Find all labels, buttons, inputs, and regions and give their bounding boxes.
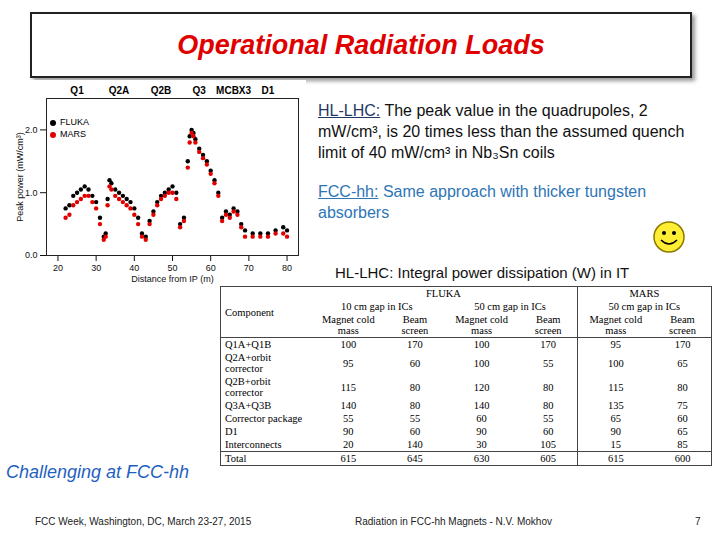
html-text:645: 645 [407, 453, 423, 464]
html-text:90: 90 [476, 426, 487, 437]
svg-text:30: 30 [91, 263, 101, 273]
html-text:HL-LHC: The peak value in the: HL-LHC: The peak value in the quadrupole… [318, 102, 685, 161]
html-text:Radiation in FCC-hh Magnets -: Radiation in FCC-hh Magnets - N.V. Mokho… [355, 516, 552, 527]
html-text:Magnet cold mass: Magnet cold mass [455, 314, 508, 336]
html-text:115: 115 [608, 381, 624, 393]
html-text:115: 115 [340, 381, 356, 393]
html-text:FLUKA: FLUKA [60, 117, 89, 127]
html-text:55: 55 [409, 413, 421, 424]
html-text:Magnet cold mass: Magnet cold mass [589, 314, 643, 336]
html-text:100: 100 [608, 357, 624, 369]
html-text:135: 135 [608, 400, 624, 411]
html-text:60: 60 [543, 426, 554, 437]
html-text:MARS: MARS [629, 288, 660, 299]
svg-text:Q2B: Q2B [151, 85, 172, 96]
svg-text:20: 20 [53, 263, 63, 273]
html-text:85: 85 [677, 439, 688, 450]
html-text:615: 615 [340, 453, 357, 464]
html-text:Component: Component [225, 306, 274, 318]
html-text:Challenging at FCC-hh: Challenging at FCC-hh [6, 462, 190, 482]
html-text:FCC Week, Washington, DC, Marc: FCC Week, Washington, DC, March 23-27, 2… [35, 516, 252, 527]
html-text:630: 630 [473, 453, 490, 464]
svg-text:0.0: 0.0 [25, 250, 38, 260]
html-text:100: 100 [473, 357, 490, 369]
html-text:80: 80 [543, 381, 554, 393]
svg-text:50: 50 [167, 263, 177, 273]
html-text:140: 140 [340, 400, 357, 411]
html-text:15: 15 [610, 439, 622, 450]
html-text:80: 80 [409, 400, 421, 411]
html-text:60: 60 [677, 413, 688, 424]
svg-text:2.0: 2.0 [25, 125, 38, 135]
html-text:100: 100 [473, 339, 490, 350]
svg-text:80: 80 [282, 263, 292, 273]
html-text:170: 170 [540, 339, 557, 350]
svg-text:1.0: 1.0 [25, 188, 38, 198]
html-text:170: 170 [407, 339, 423, 350]
html-text:75: 75 [677, 400, 688, 411]
html-text:140: 140 [407, 439, 423, 450]
html-text:80: 80 [543, 400, 554, 411]
html-text:80: 80 [677, 381, 688, 393]
html-text:55: 55 [543, 413, 554, 424]
html-text:55: 55 [543, 357, 554, 369]
html-text:10 cm gap in ICs: 10 cm gap in ICs [340, 301, 413, 312]
html-text:95: 95 [610, 339, 622, 350]
html-text:D1: D1 [225, 426, 238, 437]
html-text:Q2B+orbit corrector: Q2B+orbit corrector [225, 376, 271, 398]
svg-text:Distance from IP (m): Distance from IP (m) [131, 274, 213, 284]
html-text:615: 615 [608, 453, 624, 464]
svg-text:Q1: Q1 [70, 85, 84, 96]
html-text:Beam screen: Beam screen [534, 314, 562, 336]
html-text:50 cm gap in ICs: 50 cm gap in ICs [474, 301, 546, 312]
html-text:605: 605 [540, 453, 557, 464]
html-text:60: 60 [409, 426, 421, 437]
html-text:60: 60 [409, 357, 421, 369]
html-text:90: 90 [343, 426, 354, 437]
html-text:MARS: MARS [60, 129, 86, 139]
html-text:105: 105 [540, 439, 557, 450]
html-text:7: 7 [695, 516, 701, 527]
svg-text:MCBX3: MCBX3 [216, 85, 251, 96]
svg-text:Peak power (mW/cm³): Peak power (mW/cm³) [15, 132, 25, 222]
html-text:Beam screen: Beam screen [401, 314, 429, 336]
html-text:Magnet cold mass: Magnet cold mass [321, 314, 375, 336]
html-text:120: 120 [473, 381, 490, 393]
html-text:95: 95 [343, 357, 354, 369]
html-text:FCC-hh: Same approach with thi: FCC-hh: Same approach with thicker tungs… [318, 183, 647, 221]
svg-text:Q2A: Q2A [109, 85, 130, 96]
html-text:140: 140 [473, 400, 490, 411]
html-text:100: 100 [340, 339, 357, 350]
svg-text:60: 60 [206, 263, 216, 273]
html-text:55: 55 [343, 413, 354, 424]
html-text:FLUKA: FLUKA [425, 288, 461, 299]
html-text:HL-LHC: Integral power dissipa: HL-LHC: Integral power dissipation (W) i… [335, 264, 630, 281]
html-text:50 cm gap in ICs: 50 cm gap in ICs [608, 301, 681, 312]
html-text:20: 20 [343, 439, 354, 450]
html-text:Operational Radiation Loads: Operational Radiation Loads [177, 29, 545, 60]
html-text:80: 80 [409, 381, 421, 393]
svg-text:Q3: Q3 [193, 85, 207, 96]
html-text:65: 65 [677, 357, 688, 369]
html-text:65: 65 [677, 426, 688, 437]
html-text:Q3A+Q3B: Q3A+Q3B [225, 400, 272, 411]
html-text:Total: Total [225, 453, 247, 464]
html-text:90: 90 [610, 426, 622, 437]
html-text:Corrector package: Corrector package [225, 413, 303, 424]
html-text:600: 600 [674, 453, 691, 464]
html-text:Interconnects: Interconnects [225, 439, 282, 450]
html-text:30: 30 [476, 439, 487, 450]
html-text:60: 60 [476, 413, 487, 424]
html-text:65: 65 [610, 413, 622, 424]
html-text:Q1A+Q1B: Q1A+Q1B [225, 339, 272, 350]
html-text:Q2A+orbit corrector: Q2A+orbit corrector [225, 352, 272, 374]
svg-text:40: 40 [129, 263, 139, 273]
svg-text:70: 70 [244, 263, 254, 273]
html-text:170: 170 [674, 339, 691, 350]
html-text:Beam screen: Beam screen [669, 314, 696, 336]
svg-text:D1: D1 [262, 85, 275, 96]
